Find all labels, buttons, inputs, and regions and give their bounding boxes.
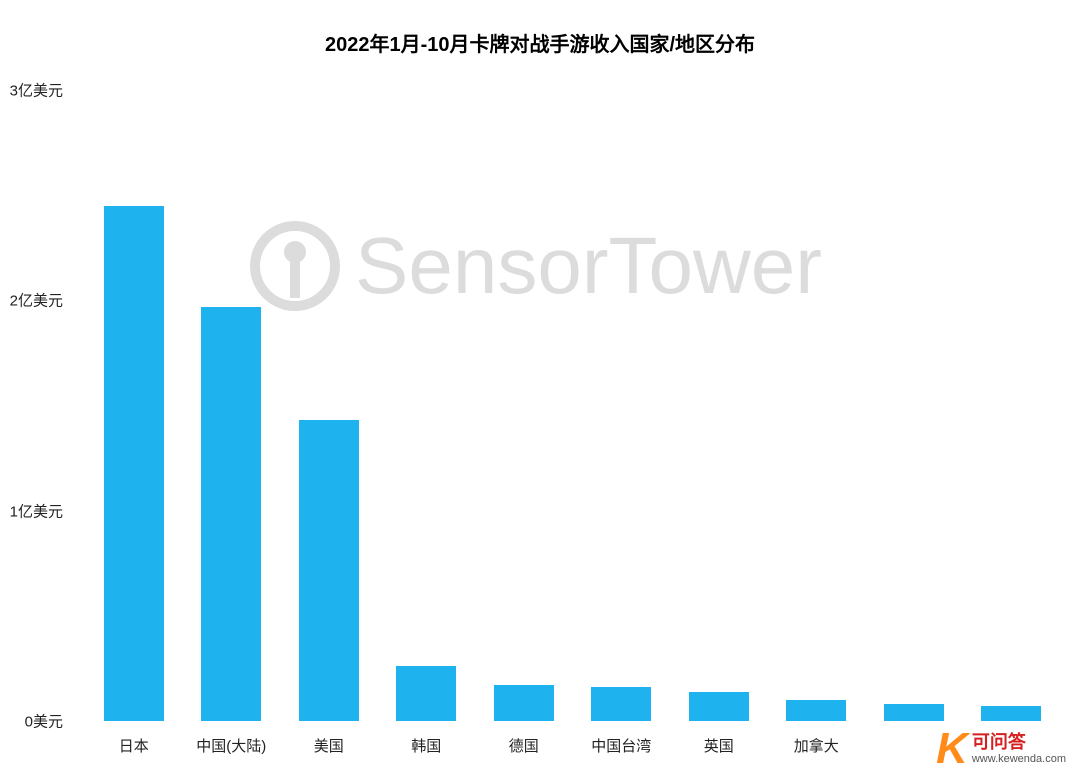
bar-wrapper: [475, 90, 573, 721]
bar-wrapper: [670, 90, 768, 721]
bar-wrapper: [280, 90, 378, 721]
logo-url: www.kewenda.com: [972, 753, 1066, 765]
bar-wrapper: [573, 90, 671, 721]
x-tick-label: 中国台湾: [573, 735, 671, 756]
chart-title: 2022年1月-10月卡牌对战手游收入国家/地区分布: [0, 0, 1080, 57]
y-tick-label: 2亿美元: [10, 290, 63, 311]
logo-k: K: [936, 727, 968, 771]
bar: [494, 685, 554, 721]
bar: [884, 704, 944, 721]
bar: [786, 700, 846, 721]
x-tick-label: 加拿大: [768, 735, 866, 756]
x-tick-label: 德国: [475, 735, 573, 756]
bar: [981, 706, 1041, 721]
bar-wrapper: [865, 90, 963, 721]
x-tick-label: 日本: [85, 735, 183, 756]
bar: [396, 666, 456, 721]
corner-logo: K 可问答 www.kewenda.com: [930, 725, 1072, 773]
chart-container: 2022年1月-10月卡牌对战手游收入国家/地区分布 SensorTower 0…: [0, 0, 1080, 781]
plot-area: [85, 90, 1060, 721]
x-tick-label: 韩国: [378, 735, 476, 756]
y-axis: 0美元1亿美元2亿美元3亿美元: [8, 90, 83, 721]
bars-area: [85, 90, 1060, 721]
bar: [591, 687, 651, 721]
logo-cn: 可问答: [972, 733, 1066, 753]
bar: [299, 420, 359, 721]
bar: [104, 206, 164, 721]
bar: [689, 692, 749, 721]
bar-wrapper: [85, 90, 183, 721]
y-tick-label: 0美元: [25, 711, 63, 732]
bar-wrapper: [963, 90, 1061, 721]
bar-wrapper: [768, 90, 866, 721]
x-tick-label: 英国: [670, 735, 768, 756]
x-axis: 日本中国(大陆)美国韩国德国中国台湾英国加拿大: [85, 735, 1060, 756]
logo-text: 可问答 www.kewenda.com: [972, 733, 1066, 765]
bar-wrapper: [378, 90, 476, 721]
x-tick-label: 中国(大陆): [183, 735, 281, 756]
bar-wrapper: [183, 90, 281, 721]
y-tick-label: 3亿美元: [10, 80, 63, 101]
y-tick-label: 1亿美元: [10, 500, 63, 521]
x-tick-label: 美国: [280, 735, 378, 756]
bar: [201, 307, 261, 721]
